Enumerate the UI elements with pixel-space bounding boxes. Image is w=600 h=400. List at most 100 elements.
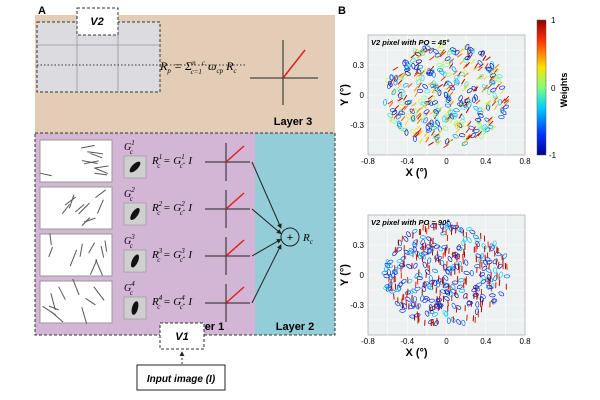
weight-glyph: [451, 66, 457, 73]
weight-glyph: [428, 69, 434, 76]
weight-glyph: [458, 278, 465, 283]
weight-glyph: [447, 114, 452, 120]
edge: [94, 167, 109, 175]
sym: = G: [160, 249, 181, 261]
weight-glyph: [416, 112, 421, 118]
weight-glyph: [486, 67, 492, 74]
weight-glyph: [444, 80, 450, 86]
edge: [81, 144, 95, 149]
weight-glyph: [462, 86, 468, 92]
weight-glyph: [424, 48, 431, 53]
weight-glyph: [453, 120, 459, 127]
weight-glyph: [503, 99, 509, 104]
weight-glyph: [434, 136, 439, 144]
weight-glyph: [404, 119, 409, 126]
weight-glyph: [432, 82, 439, 88]
weight-glyph: [420, 239, 425, 246]
weight-glyph: [452, 70, 458, 76]
v2-box: [76, 7, 119, 36]
under: c: [180, 209, 184, 217]
weight-glyph: [407, 82, 413, 88]
weight-glyph: [398, 110, 406, 116]
weight-glyph: [399, 301, 405, 308]
weight-glyph: [383, 99, 388, 106]
weight-glyph: [429, 56, 435, 61]
weight-glyph: [496, 74, 503, 79]
weight-glyph: [389, 79, 394, 86]
weight-glyph: [498, 85, 506, 90]
sup: 1: [181, 153, 185, 161]
weight-glyph: [459, 227, 464, 234]
weight-glyph: [406, 99, 413, 106]
weight-glyph: [422, 298, 429, 303]
weight-glyph: [442, 125, 449, 131]
weight-glyph: [385, 259, 390, 266]
weight-glyph: [480, 293, 486, 299]
weight-glyph: [396, 247, 403, 252]
weight-glyph: [461, 78, 466, 85]
sub: p: [166, 67, 171, 75]
weight-glyph: [417, 255, 424, 260]
weight-glyph: [504, 95, 509, 102]
weight-glyph: [445, 117, 450, 124]
weight-glyph: [428, 141, 434, 146]
weight-glyph: [386, 264, 393, 268]
weight-glyph: [475, 241, 480, 247]
weight-glyph: [481, 84, 488, 90]
weight-glyph: [464, 259, 469, 266]
weight-glyph: [463, 63, 468, 69]
weight-glyph: [436, 256, 442, 261]
weight-glyph: [433, 254, 440, 260]
weight-glyph: [438, 128, 444, 135]
weight-glyph: [482, 259, 488, 266]
weight-glyph: [427, 285, 434, 290]
weight-glyph: [467, 134, 473, 140]
edge: [74, 204, 85, 213]
weight-glyph: [500, 105, 506, 111]
under: c: [157, 303, 161, 311]
weight-glyph: [474, 63, 479, 69]
sup: 4: [131, 280, 135, 288]
edge: [69, 249, 78, 267]
weight-glyph: [395, 287, 402, 293]
sup: 1: [131, 139, 135, 147]
weight-glyph: [391, 109, 398, 116]
weight-glyph: [449, 63, 454, 69]
weight-glyph: [458, 100, 464, 107]
arrow: [251, 208, 282, 235]
weight-glyph: [403, 59, 409, 65]
filter-label: G4 c: [124, 280, 135, 297]
sym: . I: [183, 296, 194, 308]
weight-glyph: [458, 48, 464, 54]
weight-glyph: [406, 231, 411, 238]
weight-glyph: [493, 96, 499, 102]
plot-title: V2 pixel with PO = 45°: [371, 38, 450, 47]
x-tick-label: -0.8: [361, 337, 375, 346]
weight-glyph: [400, 278, 407, 284]
weight-glyph: [420, 113, 425, 120]
weight-glyph: [406, 263, 412, 269]
weight-glyph: [481, 243, 487, 250]
weight-glyph: [416, 107, 421, 114]
weight-glyph: [421, 119, 428, 124]
weight-glyph: [442, 283, 449, 289]
weight-glyph: [425, 125, 430, 132]
weight-glyph: [419, 47, 426, 54]
edge: [78, 202, 90, 215]
weight-glyph: [447, 300, 449, 307]
weight-glyph: [483, 84, 488, 91]
weight-glyph: [448, 91, 454, 97]
weight-glyph: [412, 132, 418, 138]
weight-glyph: [489, 73, 496, 78]
edge: [88, 242, 96, 254]
weight-glyph: [397, 126, 405, 132]
y-axis-label: Y (°): [339, 84, 351, 106]
relu: [225, 145, 245, 163]
weight-glyph: [431, 130, 436, 136]
weight-glyph: [493, 68, 500, 73]
weight-glyph: [446, 95, 452, 102]
weight-glyph: [459, 119, 466, 124]
edge: [94, 165, 109, 169]
weight-glyph: [461, 141, 467, 147]
weight-glyph: [400, 115, 406, 122]
